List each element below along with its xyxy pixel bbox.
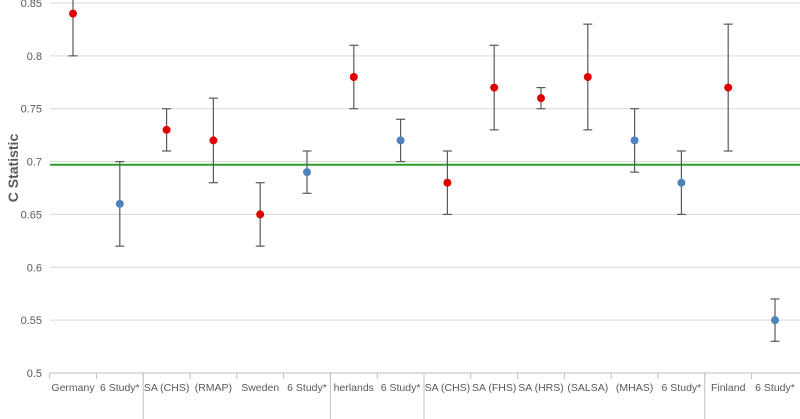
x-category-label: 6 Study* [662, 382, 702, 394]
data-point [490, 83, 499, 92]
data-point [349, 73, 358, 81]
data-point [256, 210, 265, 219]
x-category-label: SA (CHS) [144, 382, 190, 394]
x-category-label: (RMAP) [195, 382, 232, 394]
data-point [162, 125, 171, 134]
y-tick-label: 0.55 [21, 315, 42, 327]
x-category-label: SA (HRS) [518, 382, 564, 394]
x-category-label: SA (FHS) [472, 382, 516, 394]
data-point [396, 136, 405, 145]
data-point [209, 136, 218, 145]
x-category-label: herlands [334, 382, 374, 394]
x-axis: Germany 6 Study* SA (CHS) (RMAP) Sweden 6 Stu… [49, 372, 800, 419]
data-point [69, 9, 77, 18]
data-point [303, 168, 311, 177]
x-category-label: Sweden [241, 382, 279, 394]
x-category-label: (MHAS) [616, 382, 653, 394]
x-category-label: 6 Study* [287, 382, 327, 394]
x-category-label: Finland [711, 382, 746, 394]
data-point [537, 94, 545, 103]
y-axis-ticks: 0.5 0.55 0.6 0.65 0.7 0.75 0.8 0.85 [21, 0, 42, 380]
y-axis-label: C Statistic [5, 134, 21, 203]
x-category-label: (SALSA) [567, 382, 608, 394]
data-point [724, 83, 733, 92]
y-tick-label: 0.6 [27, 262, 42, 274]
data-point [583, 73, 592, 81]
data-point [630, 136, 639, 145]
x-category-label: SA (CHS) [425, 382, 471, 394]
x-category-label: Germany [51, 382, 95, 394]
x-category-label: 6 Study* [100, 382, 140, 394]
y-tick-label: 0.85 [21, 0, 42, 10]
y-tick-label: 0.5 [27, 368, 42, 380]
data-point [115, 199, 124, 208]
error-bar [68, 0, 78, 57]
x-category-label: 6 Study* [755, 382, 795, 394]
error-bars [68, 0, 780, 342]
y-tick-label: 0.65 [21, 209, 42, 221]
x-category-label: 6 Study* [381, 382, 421, 394]
y-tick-label: 0.7 [27, 157, 42, 169]
y-tick-label: 0.75 [21, 104, 42, 116]
data-point [677, 178, 686, 187]
y-tick-label: 0.8 [27, 51, 42, 63]
gridlines [50, 2, 800, 321]
data-points [69, 9, 779, 325]
data-point [443, 178, 452, 187]
data-point [771, 316, 779, 325]
